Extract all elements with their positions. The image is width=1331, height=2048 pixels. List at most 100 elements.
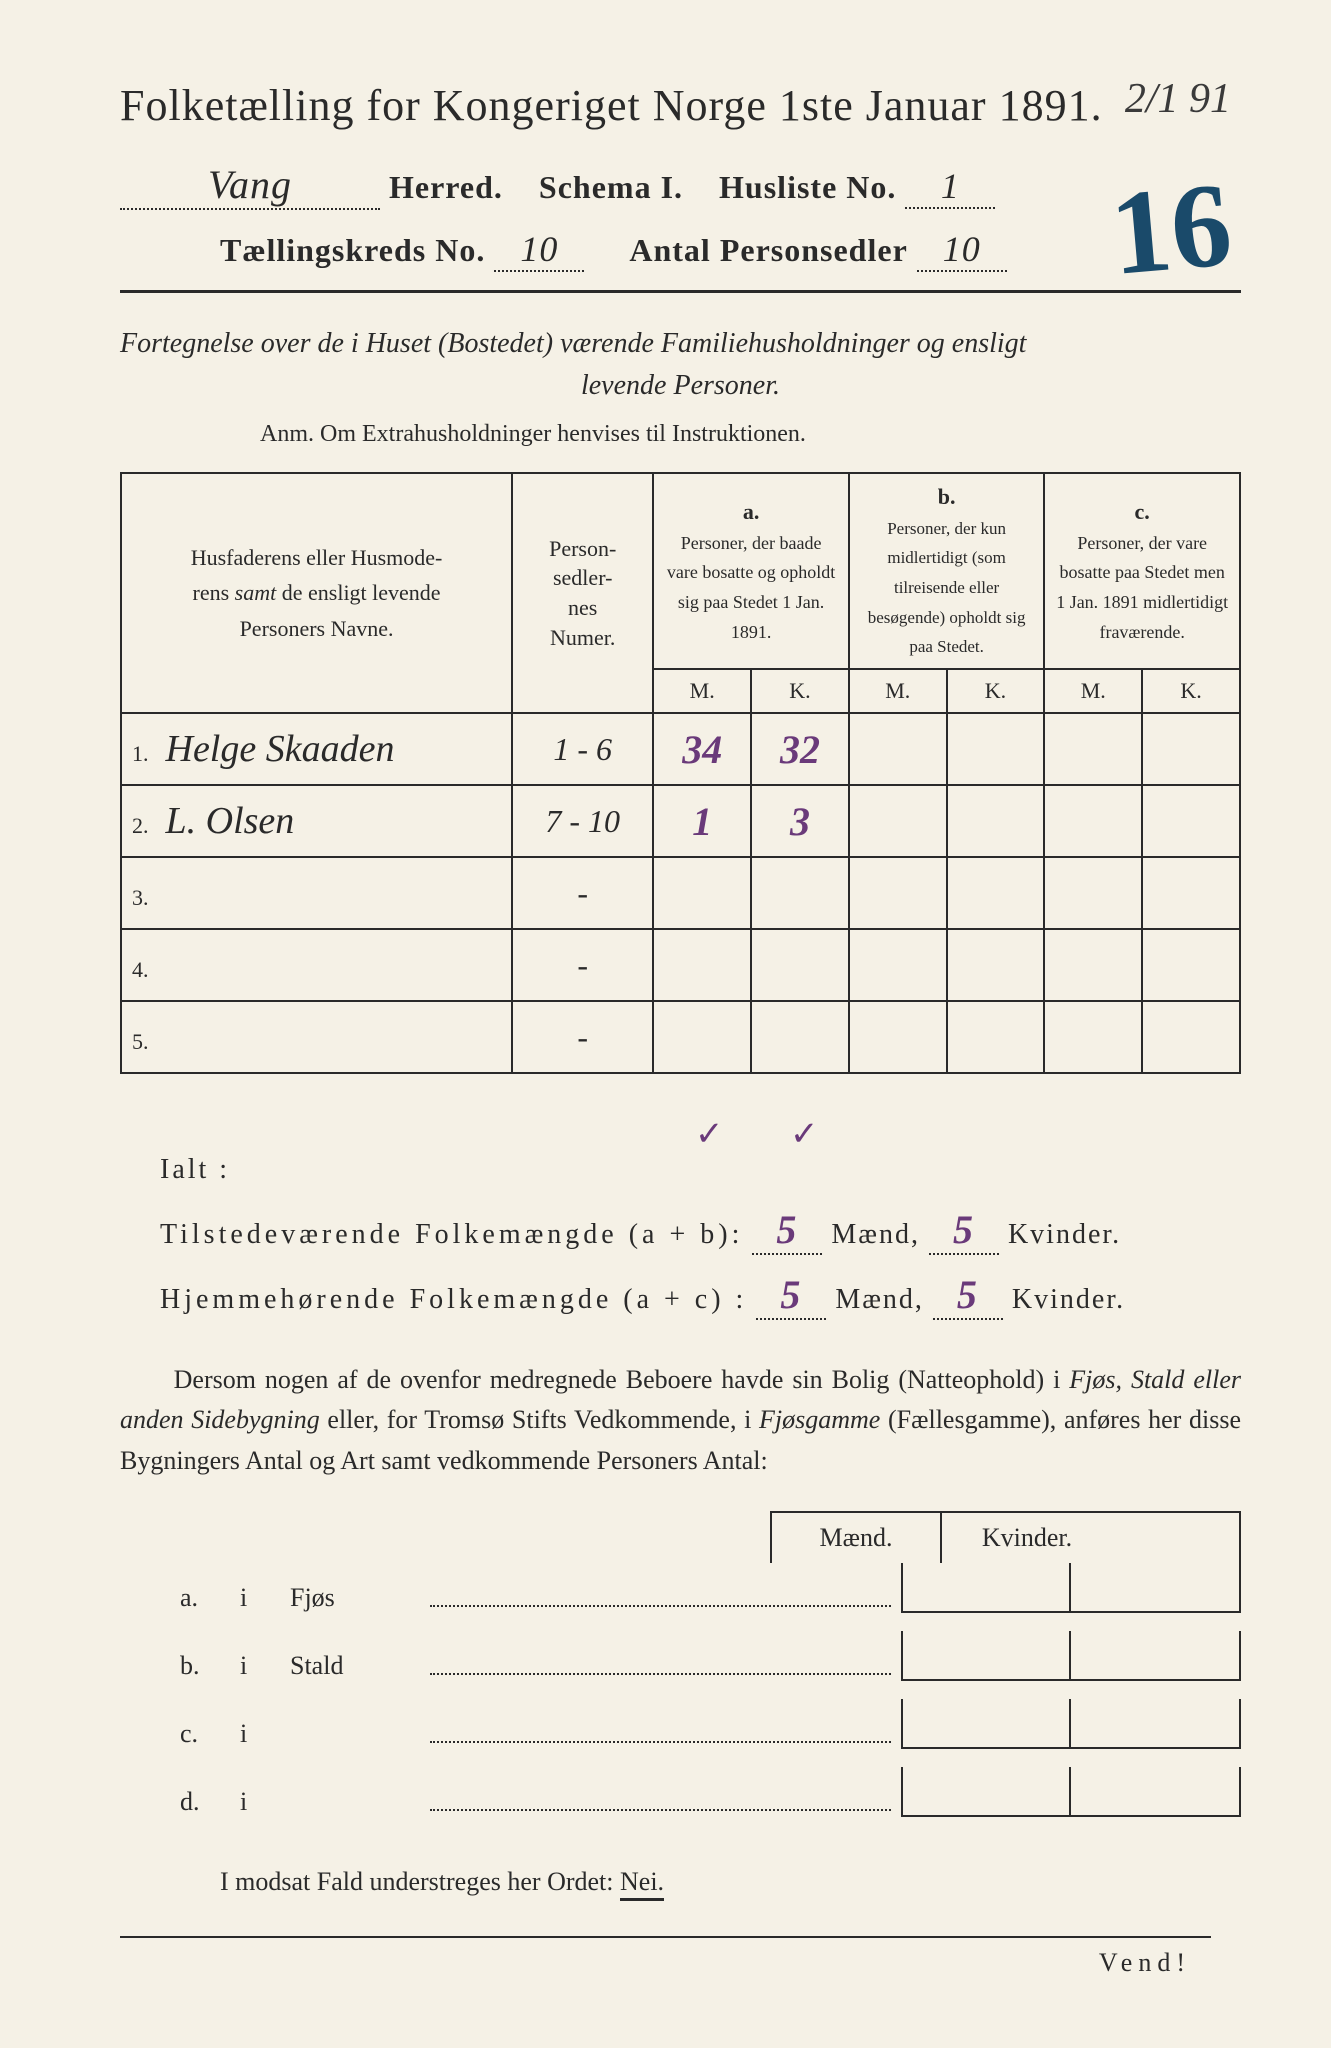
cell-c-m — [1044, 785, 1142, 857]
cell-b-k — [947, 857, 1045, 929]
side-letter: a. — [180, 1583, 240, 1613]
col-header-b: b. Personer, der kun midlertidigt (som t… — [849, 473, 1045, 669]
form-title: Folketælling for Kongeriget Norge 1ste J… — [120, 80, 1241, 131]
header-c-m: M. — [1044, 669, 1142, 713]
nei-line: I modsat Fald understreges her Ordet: Ne… — [220, 1867, 1241, 1897]
anm-note: Anm. Om Extrahusholdninger henvises til … — [120, 421, 1241, 448]
header-line-1: Vang Herred. Schema I. Husliste No. 1 — [120, 161, 1241, 210]
kreds-label: Tællingskreds No. — [220, 232, 485, 268]
mk-header: Mænd. Kvinder. — [770, 1511, 1241, 1563]
header-b-m: M. — [849, 669, 947, 713]
side-letter: b. — [180, 1651, 240, 1681]
divider-rule — [120, 290, 1241, 293]
cell-b-m — [849, 785, 947, 857]
side-i: i — [240, 1583, 290, 1613]
ialt-2-m: 5 — [756, 1271, 826, 1320]
side-dots — [430, 1739, 891, 1743]
cell-a-m: 34 — [682, 727, 722, 772]
tick-k: ✓ — [790, 1114, 819, 1154]
cell-b-m — [849, 929, 947, 1001]
kreds-value: 10 — [494, 228, 584, 272]
header-a-m: M. — [653, 669, 751, 713]
cell-c-m — [1044, 713, 1142, 785]
row-number: 2. — [132, 813, 160, 839]
table-row: 1. Helge Skaaden 1 - 6 34 32 — [121, 713, 1240, 785]
herred-label: Herred. — [389, 169, 503, 205]
row-numers: 1 - 6 — [512, 713, 653, 785]
subtitle: Fortegnelse over de i Huset (Bostedet) v… — [120, 323, 1241, 407]
cell-a-k: 3 — [790, 799, 810, 844]
header-c-k: K. — [1142, 669, 1240, 713]
side-buildings-table: a.iFjøsb.iStaldc.id.i — [180, 1563, 1241, 1817]
table-row: 3. - — [121, 857, 1240, 929]
table-row: 2. L. Olsen7 - 1013 — [121, 785, 1240, 857]
row-number: 1. — [132, 741, 160, 767]
side-building-name: Fjøs — [290, 1583, 430, 1613]
cell-a-k: 32 — [780, 727, 820, 772]
col-header-name: Husfaderens eller Husmode- rens samt de … — [121, 473, 512, 713]
row-numers: - — [512, 857, 653, 929]
bottom-rule — [120, 1936, 1211, 1938]
side-cell-k — [1071, 1631, 1239, 1679]
row-number: 5. — [132, 1029, 160, 1055]
mk-header-kvinder: Kvinder. — [942, 1513, 1112, 1563]
cell-c-k — [1142, 857, 1240, 929]
side-letter: d. — [180, 1787, 240, 1817]
side-cell-k — [1071, 1699, 1239, 1747]
side-row: d.i — [180, 1767, 1241, 1817]
cell-c-m — [1044, 1001, 1142, 1073]
herred-value: Vang — [120, 161, 380, 210]
schema-label: Schema I. — [539, 169, 683, 205]
side-mk-cells — [901, 1631, 1241, 1681]
side-cell-m — [903, 1563, 1071, 1611]
side-row: c.i — [180, 1699, 1241, 1749]
header-line-2: Tællingskreds No. 10 Antal Personsedler … — [120, 228, 1241, 272]
ialt-block: Ialt : Tilstedeværende Folkemængde (a + … — [160, 1154, 1241, 1320]
side-cell-m — [903, 1699, 1071, 1747]
big-number-annotation: 16 — [1105, 155, 1237, 303]
col-header-a: a. Personer, der baade vare bosatte og o… — [653, 473, 849, 669]
side-cell-k — [1071, 1767, 1239, 1815]
ialt-1-m: 5 — [752, 1206, 822, 1255]
cell-a-m: 1 — [692, 799, 712, 844]
cell-b-k — [947, 713, 1045, 785]
side-i: i — [240, 1651, 290, 1681]
antal-value: 10 — [917, 228, 1007, 272]
cell-c-k — [1142, 1001, 1240, 1073]
cell-b-m — [849, 857, 947, 929]
side-i: i — [240, 1719, 290, 1749]
mk-header-maend: Mænd. — [772, 1513, 942, 1563]
side-building-name: Stald — [290, 1651, 430, 1681]
cell-c-k — [1142, 785, 1240, 857]
vend-label: Vend! — [1099, 1948, 1191, 1978]
side-i: i — [240, 1787, 290, 1817]
cell-c-k — [1142, 713, 1240, 785]
nei-word: Nei. — [620, 1867, 664, 1901]
cell-b-k — [947, 785, 1045, 857]
cell-b-m — [849, 1001, 947, 1073]
col-header-c: c. Personer, der vare bosatte paa Stedet… — [1044, 473, 1240, 669]
row-name: L. Olsen — [166, 800, 295, 842]
cell-b-k — [947, 929, 1045, 1001]
side-row: b.iStald — [180, 1631, 1241, 1681]
side-row: a.iFjøs — [180, 1563, 1241, 1613]
census-form-page: 2/1 91 16 Folketælling for Kongeriget No… — [0, 0, 1331, 2048]
ialt-2-k: 5 — [933, 1271, 1003, 1320]
top-right-annotation: 2/1 91 — [1125, 75, 1231, 123]
row-name: Helge Skaaden — [166, 728, 395, 770]
row-number: 3. — [132, 885, 160, 911]
ialt-line-2: Hjemmehørende Folkemængde (a + c) : 5 Mæ… — [160, 1271, 1241, 1320]
para-fjoes: Dersom nogen af de ovenfor medregnede Be… — [120, 1360, 1241, 1481]
table-row: 4. - — [121, 929, 1240, 1001]
table-header-row-1: Husfaderens eller Husmode- rens samt de … — [121, 473, 1240, 669]
table-row: 5. - — [121, 1001, 1240, 1073]
header-b-k: K. — [947, 669, 1045, 713]
side-dots — [430, 1671, 891, 1675]
antal-label: Antal Personsedler — [629, 232, 907, 268]
subtitle-line2: levende Personer. — [120, 365, 1241, 407]
header-a-k: K. — [751, 669, 849, 713]
cell-b-m — [849, 713, 947, 785]
ialt-line-1: Tilstedeværende Folkemængde (a + b): 5 M… — [160, 1206, 1241, 1255]
row-numers: - — [512, 929, 653, 1001]
ialt-label: Ialt : — [160, 1154, 1241, 1186]
